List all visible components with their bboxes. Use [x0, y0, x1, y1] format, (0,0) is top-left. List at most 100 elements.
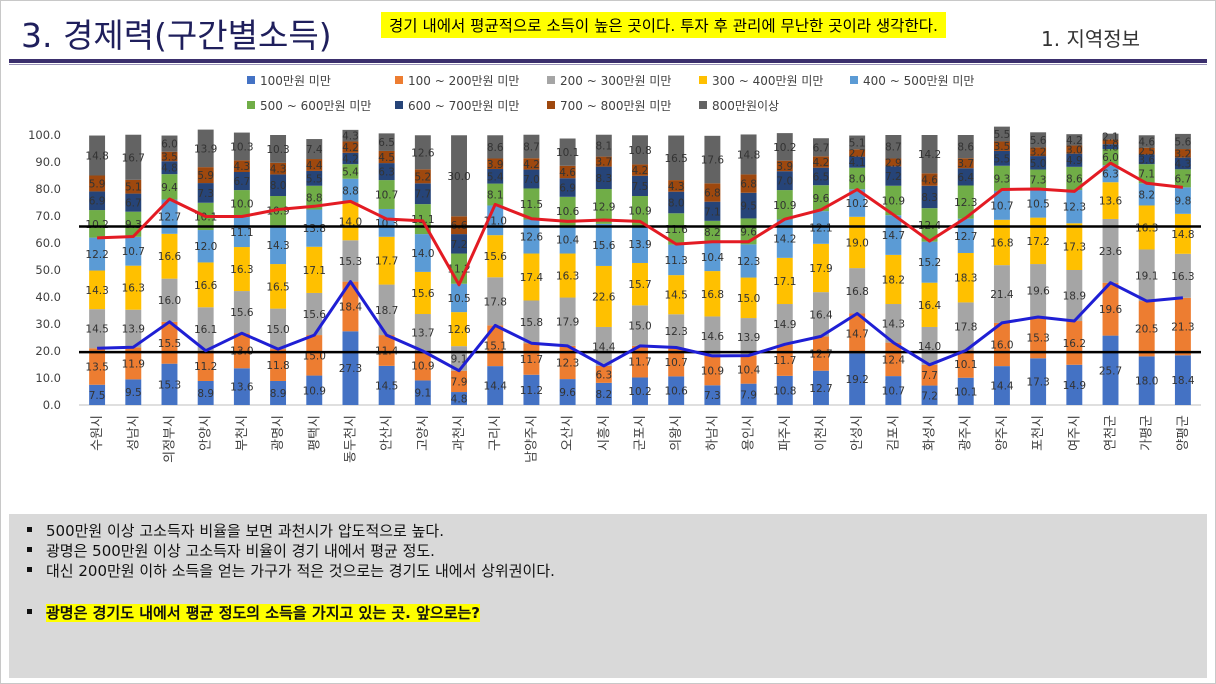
- bar-segment: [306, 292, 323, 336]
- data-label: 10.5: [1026, 198, 1049, 210]
- y-tick-label: 90.0: [35, 155, 61, 169]
- data-label: 15.6: [411, 288, 435, 300]
- bar-segment: [849, 216, 866, 269]
- bar-segment: [632, 196, 648, 226]
- bar-segment: [813, 336, 829, 371]
- bar-segment: [559, 253, 576, 298]
- bar-segment: [776, 160, 793, 172]
- bar-segment: [595, 365, 612, 383]
- x-tick-label: 여주시: [1067, 415, 1082, 451]
- data-label: 16.8: [845, 286, 868, 298]
- data-label: 13.9: [628, 239, 651, 251]
- bar-segment: [813, 370, 829, 405]
- data-label: 16.8: [990, 237, 1013, 249]
- bar-segment: [1066, 134, 1083, 146]
- data-label: 11.7: [520, 354, 543, 366]
- data-label: 7.5: [89, 390, 106, 402]
- data-label: 4.2: [813, 157, 830, 169]
- bar-segment: [125, 379, 142, 405]
- bar-segment: [559, 196, 576, 226]
- data-label: 4.2: [342, 153, 359, 165]
- bar-segment: [342, 202, 359, 241]
- data-label: 14.3: [85, 285, 108, 297]
- data-label: 15.3: [158, 379, 181, 391]
- data-label: 4.9: [1066, 155, 1083, 167]
- bar-segment: [161, 174, 178, 200]
- data-label: 6.5: [813, 171, 830, 183]
- data-label: 10.1: [556, 147, 579, 159]
- data-label: 9.1: [414, 388, 431, 400]
- bar-segment: [487, 183, 504, 206]
- bar-segment: [1066, 145, 1083, 154]
- bar-segment: [668, 275, 685, 315]
- note-text: 500만원 이상 고소득자 비율을 보면 과천시가 압도적으로 높다.: [46, 522, 444, 540]
- data-label: 2.5: [1138, 146, 1155, 158]
- data-label: 6.0: [161, 139, 178, 151]
- data-label: 14.9: [1063, 380, 1086, 392]
- data-label: 6.0: [1102, 152, 1119, 164]
- bar-segment: [1174, 169, 1191, 188]
- bar-segment: [451, 234, 467, 254]
- data-label: 2.1: [1102, 131, 1119, 143]
- data-label: 13.5: [85, 362, 108, 374]
- bar-segment: [740, 318, 757, 356]
- bar-segment: [342, 331, 359, 405]
- bar-segment: [740, 355, 757, 384]
- data-label: 15.7: [628, 279, 651, 291]
- bar-segment: [1102, 149, 1119, 166]
- bar-segment: [921, 364, 938, 386]
- bar-segment: [1138, 147, 1155, 155]
- data-label: 5.6: [1030, 135, 1047, 147]
- bar-segment: [740, 134, 757, 175]
- bar-segment: [378, 284, 395, 336]
- bar-segment: [957, 168, 974, 186]
- data-label: 16.8: [701, 289, 724, 301]
- data-label: 14.4: [484, 381, 508, 393]
- bar-segment: [1138, 356, 1155, 405]
- data-label: 19.6: [1099, 304, 1123, 316]
- bar-segment: [704, 316, 721, 356]
- data-label: 6.3: [378, 167, 395, 179]
- trend-line: [97, 161, 1184, 287]
- bar-segment: [1138, 183, 1155, 206]
- data-label: 6.7: [1175, 173, 1192, 185]
- bar-segment: [378, 163, 395, 181]
- trend-line: [97, 280, 1184, 373]
- bar-segment: [632, 262, 648, 306]
- data-label: 27.3: [339, 363, 362, 375]
- bar-segment: [813, 156, 829, 168]
- data-label: 16.0: [158, 295, 181, 307]
- legend-label: 300 ~ 400만원 미만: [712, 74, 823, 88]
- data-label: 5.1: [125, 182, 142, 194]
- y-tick-label: 60.0: [35, 236, 61, 250]
- data-label: 4.6: [1138, 136, 1155, 148]
- data-label: 11.9: [122, 358, 145, 370]
- bar-segment: [1102, 133, 1119, 140]
- legend-label: 100 ~ 200만원 미만: [408, 74, 519, 88]
- data-label: 7.5: [632, 181, 649, 193]
- bar-segment: [559, 178, 576, 197]
- bar-segment: [1174, 157, 1191, 170]
- data-label: 17.9: [809, 263, 832, 275]
- bar-segment: [233, 333, 250, 369]
- bar-segment: [378, 133, 395, 151]
- data-label: 18.2: [882, 274, 905, 286]
- data-label: 10.9: [411, 361, 434, 373]
- data-label: 10.8: [773, 385, 796, 397]
- data-label: 10.0: [230, 199, 253, 211]
- x-tick-label: 김포시: [886, 415, 901, 451]
- bar-segment: [89, 135, 106, 176]
- data-label: 10.1: [954, 386, 977, 398]
- bar-segment: [668, 213, 685, 245]
- data-label: 16.0: [990, 340, 1013, 352]
- data-label: 14.7: [845, 328, 868, 340]
- bar-segment: [559, 165, 576, 179]
- data-label: 10.8: [628, 145, 651, 157]
- data-label: 9.1: [451, 353, 468, 365]
- bar-segment: [704, 271, 721, 317]
- x-tick-label: 광명시: [271, 415, 286, 451]
- bar-segment: [1030, 156, 1047, 170]
- data-label: 15.0: [266, 324, 289, 336]
- legend-swatch: [395, 101, 403, 109]
- bar-segment: [451, 283, 467, 313]
